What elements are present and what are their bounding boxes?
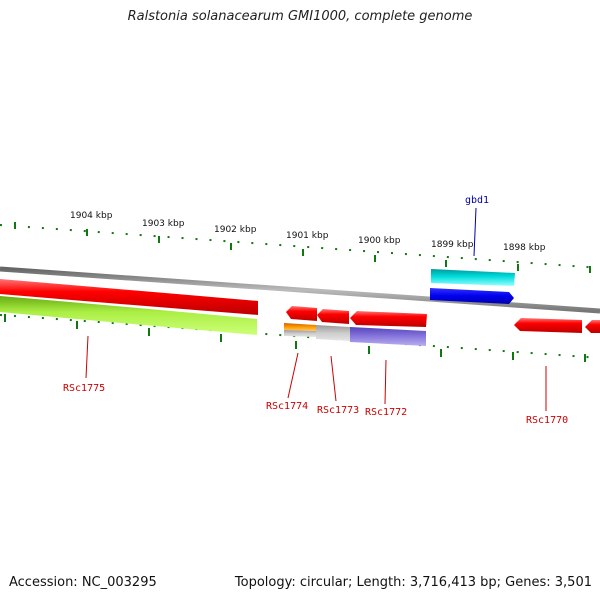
gene-rsc1772-purple[interactable] (350, 327, 426, 346)
scale-label-1898: 1898 kbp (503, 243, 546, 253)
outer-major-ticks (14, 222, 591, 273)
accession-text: Accession: NC_003295 (9, 575, 157, 590)
genome-backbone (0, 266, 600, 314)
scale-label-1903: 1903 kbp (142, 219, 185, 229)
scale-label-1901: 1901 kbp (286, 231, 329, 241)
gene-label-rsc1774: RSc1774 (266, 401, 308, 412)
label-leader-lines (85, 207, 547, 411)
scale-label-1900: 1900 kbp (358, 236, 401, 246)
gene-rsc1774-orange[interactable] (284, 323, 316, 337)
scale-labels: 1904 kbp 1903 kbp 1902 kbp 1901 kbp 1900… (70, 211, 546, 253)
gene-rsc1775-red[interactable] (0, 279, 258, 315)
gene-rsc1773-gray[interactable] (316, 325, 350, 341)
inner-major-ticks (4, 314, 586, 362)
topology-summary-text: Topology: circular; Length: 3,716,413 bp… (234, 575, 592, 590)
gene-label-rsc1773: RSc1773 (317, 405, 359, 416)
gene-label-rsc1775: RSc1775 (63, 383, 105, 394)
gene-rsc1774-red[interactable] (286, 306, 317, 321)
scale-label-1904: 1904 kbp (70, 211, 113, 221)
scale-label-1899: 1899 kbp (431, 240, 474, 250)
gene-gbd1-blue[interactable] (430, 288, 514, 304)
gene-label-rsc1770: RSc1770 (526, 415, 568, 426)
gene-rsc1770-red[interactable] (514, 318, 582, 333)
gene-rsc1775-green[interactable] (0, 296, 257, 335)
scale-label-1902: 1902 kbp (214, 225, 257, 235)
gene-gbd1-cyan[interactable] (431, 269, 515, 286)
gene-rsc1772-red[interactable] (350, 311, 427, 327)
gene-label-gbd1: gbd1 (465, 195, 489, 206)
gene-label-rsc1772: RSc1772 (365, 407, 407, 418)
map-title: Ralstonia solanacearum GMI1000, complete… (127, 9, 473, 24)
gene-partial-red-right[interactable] (585, 320, 600, 333)
gene-rsc1773-red[interactable] (317, 309, 349, 324)
gene-labels: RSc1775 RSc1774 RSc1773 RSc1772 RSc1770 … (63, 195, 568, 426)
